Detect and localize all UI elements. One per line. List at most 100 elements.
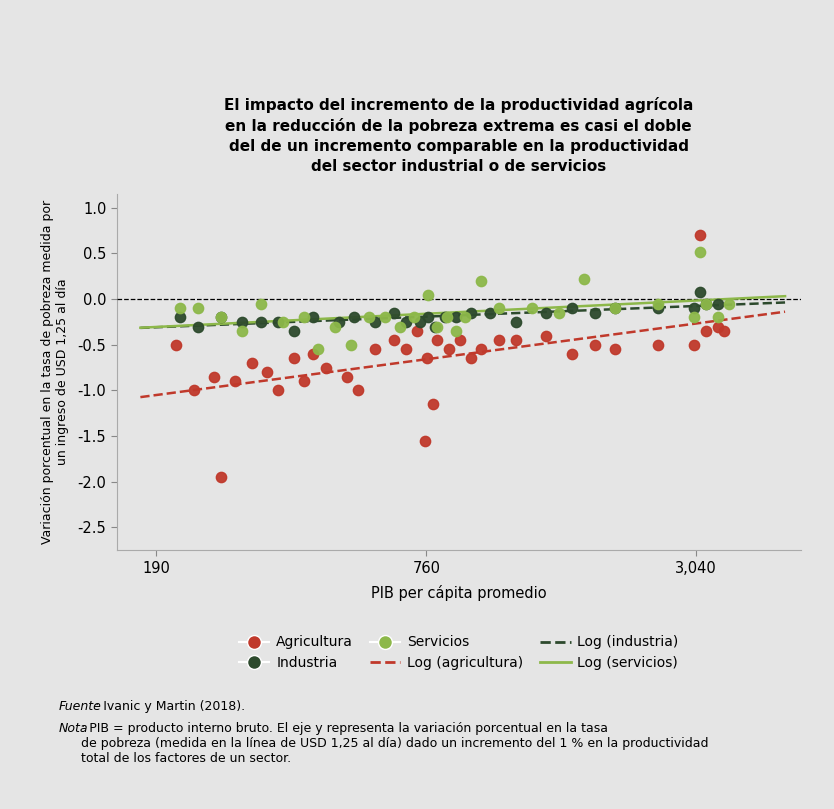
Point	[429, 320, 442, 333]
Point	[340, 371, 354, 383]
Point	[700, 297, 713, 310]
Y-axis label: Variación porcentual en la tasa de pobreza medida por
un ingreso de USD 1,25 al : Variación porcentual en la tasa de pobre…	[41, 200, 69, 544]
Point	[450, 311, 463, 324]
Point	[328, 320, 341, 333]
Point	[565, 302, 579, 315]
Point	[214, 311, 228, 324]
Legend: Agricultura, Industria, Servicios, Log (agricultura), Log (industria), Log (serv: Agricultura, Industria, Servicios, Log (…	[239, 635, 679, 671]
Text: El impacto del incremento de la productividad agrícola
en la reducción de la pob: El impacto del incremento de la producti…	[224, 97, 693, 174]
Point	[565, 347, 579, 360]
Point	[540, 329, 553, 342]
Point	[388, 334, 401, 347]
Text: : Ivanic y Martin (2018).: : Ivanic y Martin (2018).	[95, 700, 245, 713]
Point	[245, 357, 259, 370]
Point	[492, 334, 505, 347]
Point	[351, 384, 364, 397]
Point	[419, 434, 432, 447]
Point	[254, 316, 268, 328]
Point	[214, 311, 228, 324]
Point	[287, 324, 300, 337]
Point	[577, 273, 590, 286]
Point	[525, 302, 538, 315]
Point	[711, 311, 725, 324]
Point	[687, 311, 701, 324]
Point	[271, 316, 284, 328]
Point	[700, 297, 713, 310]
Point	[464, 352, 477, 365]
Point	[711, 320, 725, 333]
Point	[492, 302, 505, 315]
Point	[450, 324, 463, 337]
Point	[652, 297, 666, 310]
Text: Nota: Nota	[58, 722, 88, 735]
Point	[588, 338, 601, 351]
Point	[306, 347, 319, 360]
Point	[235, 316, 249, 328]
Text: Fuente: Fuente	[58, 700, 101, 713]
Point	[388, 307, 401, 320]
Point	[362, 311, 375, 324]
Point	[426, 397, 440, 410]
Point	[421, 288, 435, 301]
Point	[687, 338, 701, 351]
Point	[408, 311, 421, 324]
Point	[235, 324, 249, 337]
Point	[399, 343, 413, 356]
Point	[609, 302, 622, 315]
Point	[369, 343, 382, 356]
Point	[332, 316, 345, 328]
Point	[369, 316, 382, 328]
Point	[474, 343, 487, 356]
Point	[553, 307, 566, 320]
Point	[287, 352, 300, 365]
Point	[609, 343, 622, 356]
Point	[700, 324, 713, 337]
Point	[173, 302, 187, 315]
Point	[609, 302, 622, 315]
Point	[191, 302, 204, 315]
Point	[458, 311, 471, 324]
Point	[510, 334, 523, 347]
Point	[717, 324, 731, 337]
Point	[191, 320, 204, 333]
Point	[169, 338, 183, 351]
Point	[413, 316, 426, 328]
Point	[474, 274, 487, 287]
Point	[348, 311, 361, 324]
Point	[420, 352, 434, 365]
Point	[260, 366, 274, 379]
Point	[207, 371, 220, 383]
Point	[454, 334, 467, 347]
Point	[694, 229, 707, 242]
Point	[311, 343, 324, 356]
Point	[438, 311, 451, 324]
Point	[440, 311, 454, 324]
Point	[431, 334, 445, 347]
X-axis label: PIB per cápita promedio: PIB per cápita promedio	[371, 585, 546, 601]
Point	[652, 302, 666, 315]
Point	[306, 311, 319, 324]
Point	[394, 320, 407, 333]
Point	[687, 302, 701, 315]
Point	[297, 375, 310, 388]
Point	[214, 471, 228, 484]
Point	[694, 286, 707, 299]
Point	[277, 316, 290, 328]
Point	[464, 307, 477, 320]
Point	[379, 311, 392, 324]
Point	[652, 338, 666, 351]
Point	[484, 307, 497, 320]
Point	[410, 324, 424, 337]
Point	[443, 343, 456, 356]
Point	[694, 245, 707, 258]
Point	[319, 361, 333, 374]
Point	[187, 384, 200, 397]
Point	[510, 316, 523, 328]
Point	[421, 311, 435, 324]
Point	[173, 311, 187, 324]
Text: : PIB = producto interno bruto. El eje y representa la variación porcentual en l: : PIB = producto interno bruto. El eje y…	[81, 722, 708, 765]
Point	[588, 307, 601, 320]
Point	[540, 307, 553, 320]
Point	[254, 297, 268, 310]
Point	[229, 375, 242, 388]
